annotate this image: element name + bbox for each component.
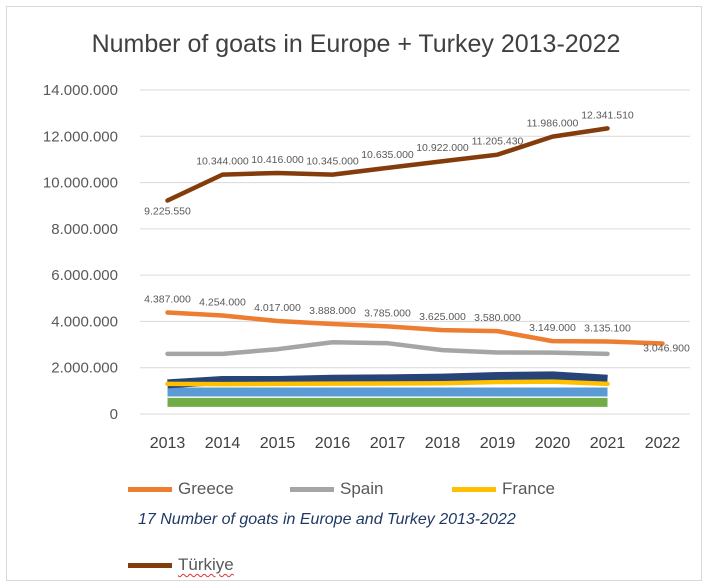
legend-swatch-france [452, 486, 496, 492]
x-tick-label: 2017 [370, 435, 406, 452]
chart-title: Number of goats in Europe + Turkey 2013-… [91, 30, 621, 58]
legend-swatch-greece [128, 486, 172, 492]
data-label: 3.046.900 [643, 342, 690, 354]
data-label: 3.149.000 [529, 322, 576, 334]
x-tick-label: 2022 [645, 435, 681, 452]
series-line [165, 379, 610, 387]
data-label: 9.225.550 [144, 205, 191, 217]
legend-item-france: France [452, 479, 555, 499]
series-line [165, 340, 610, 357]
x-tick-label: 2013 [150, 435, 186, 452]
data-label: 10.416.000 [251, 154, 304, 166]
y-tick-label: 0 [110, 406, 118, 423]
x-tick-label: 2020 [535, 435, 571, 452]
data-label: 4.254.000 [199, 297, 246, 309]
data-label: 10.344.000 [196, 156, 249, 168]
legend-swatch-turkiye [128, 562, 172, 568]
x-tick-label: 2018 [425, 435, 461, 452]
legend-label-turkiye: Türkiye [178, 555, 234, 574]
chart-frame [6, 6, 702, 581]
x-tick-label: 2019 [480, 435, 516, 452]
data-label: 10.345.000 [306, 156, 359, 168]
figure-caption: 17 Number of goats in Europe and Turkey … [138, 511, 516, 528]
data-label: 3.625.000 [419, 311, 466, 323]
x-tick-label: 2016 [315, 435, 351, 452]
data-label: 4.017.000 [254, 302, 301, 314]
series-line [165, 310, 665, 346]
legend-item-spain: Spain [290, 479, 383, 499]
y-tick-label: 14.000.000 [43, 82, 118, 99]
data-label: 4.387.000 [144, 293, 191, 305]
y-tick-label: 4.000.000 [51, 313, 118, 330]
legend-item-greece: Greece [128, 479, 234, 499]
data-label: 3.888.000 [309, 305, 356, 317]
legend-item-turkiye: Türkiye [128, 555, 234, 575]
data-label: 11.205.430 [472, 136, 524, 148]
series-line [167, 371, 608, 389]
y-tick-label: 10.000.000 [43, 175, 118, 192]
data-label: 3.785.000 [364, 307, 411, 319]
data-label: 3.580.000 [474, 312, 521, 324]
x-tick-label: 2014 [205, 435, 241, 452]
data-label: 11.986.000 [527, 118, 579, 130]
data-label: 12.341.510 [581, 109, 634, 121]
legend-label-france: France [502, 479, 555, 498]
legend-label-greece: Greece [178, 479, 234, 498]
y-tick-label: 12.000.000 [43, 128, 118, 145]
y-tick-label: 2.000.000 [51, 360, 118, 377]
data-label: 3.135.100 [584, 322, 631, 334]
legend-label-spain: Spain [340, 479, 384, 498]
data-label: 10.635.000 [361, 149, 414, 161]
series-line [165, 126, 610, 203]
legend-swatch-spain [290, 486, 334, 492]
y-tick-label: 6.000.000 [51, 267, 118, 284]
x-tick-label: 2021 [590, 435, 626, 452]
y-tick-label: 8.000.000 [51, 221, 118, 238]
x-tick-label: 2015 [260, 435, 296, 452]
data-label: 10.922.000 [416, 142, 469, 154]
